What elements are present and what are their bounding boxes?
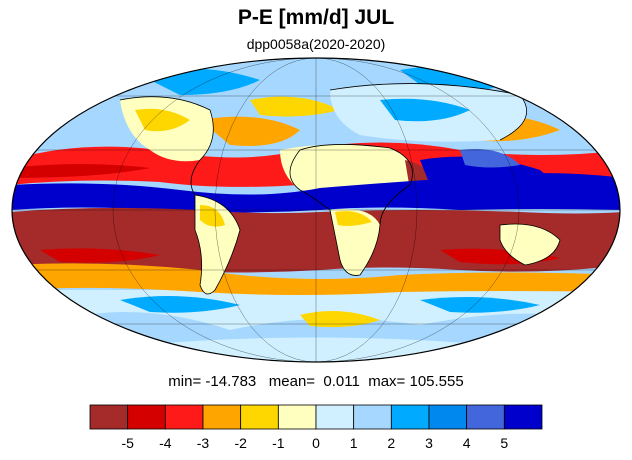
mean-value: 0.011 [323,373,360,390]
colorbar-box [89,404,129,430]
mean-label: mean= [268,373,316,390]
coastlines [119,83,561,295]
colorbar-tick-label: -5 [121,435,134,451]
colorbar-tick-label: -2 [234,435,247,451]
map-outline [11,57,621,363]
colorbar-tick-label: 1 [350,435,358,451]
colorbar-boxes [89,404,543,430]
asian-monsoon [420,156,548,200]
south-asia-wet [460,149,520,168]
max-value: 105.555 [409,373,464,390]
amazon-dry [200,205,225,227]
colorbar-box [503,404,543,430]
min-label: min= [168,373,202,390]
australia [500,224,560,265]
plot-subtitle: dpp0058a(2020-2020) [246,36,386,52]
colorbar-tick-label: 2 [387,435,395,451]
colorbar-tick-label: 0 [312,435,320,451]
colorbar-tick-label: -3 [197,435,210,451]
colorbar-box [353,404,392,430]
southern-dry-patch [300,311,380,328]
min-value: -14.783 [205,373,257,390]
colorbar-box [428,404,468,430]
southern-storm-patch-1 [120,296,240,313]
colorbar-tick-label: 5 [500,435,508,451]
southern-orange-transition [12,263,620,295]
colorbar-box [315,404,355,430]
north-dry-patch [250,96,340,117]
colorbar-tick-label: 3 [425,435,433,451]
colorbar-box [466,404,505,430]
plot-title: P-E [mm/d] JUL [237,6,395,29]
colorbar-ticks: -5 -4 -3 -2 -1 0 1 2 3 4 5 [121,435,508,451]
colorbar-box [277,404,317,430]
colorbar-box [164,404,204,430]
n-pacific-darkred [12,164,150,178]
eurasia-wet [380,98,470,122]
sahara-region [280,144,413,192]
colorbar-box [127,404,166,430]
colorbar-box [240,404,279,430]
colorbar-box [390,404,430,430]
statistics-line: min= -14.783 mean= 0.011 max= 105.555 [0,373,632,390]
colorbar-tick-label: -4 [159,435,172,451]
s-pacific-red [40,248,160,263]
colorbar-tick-label: 4 [463,435,471,451]
southern-storm-patch-2 [420,296,540,313]
colorbar-box [202,404,242,430]
colorbar-tick-label: -1 [272,435,285,451]
congo-dry [335,211,372,226]
max-label: max= [368,373,406,390]
na-dry-patch [135,108,190,132]
n-atlantic-orange [200,116,300,146]
